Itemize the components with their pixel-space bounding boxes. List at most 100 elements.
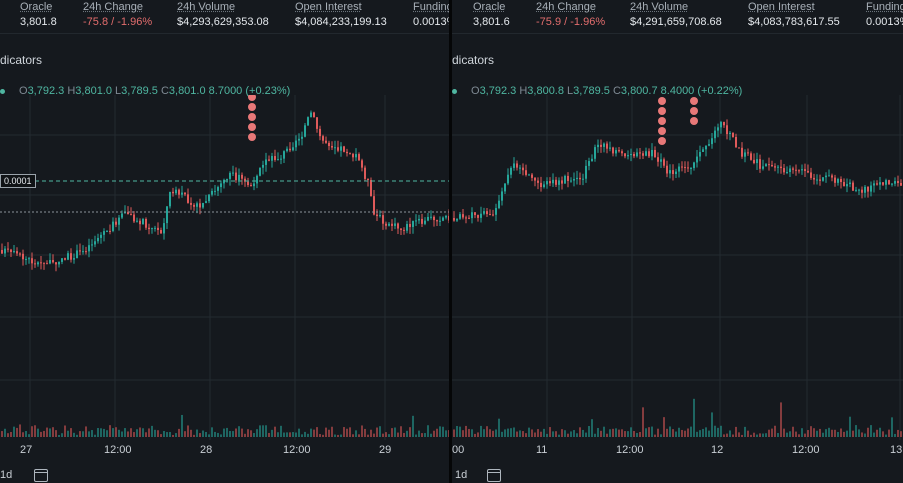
stat-oracle: Oracle 3,801.8 [20,0,57,30]
stat-label[interactable]: Open Interest [295,1,362,13]
candle-body [7,248,9,250]
calendar-icon[interactable] [487,469,501,482]
time-tick: 12:00 [283,444,311,456]
series-visibility-icon[interactable] [452,88,457,94]
candle-body [858,189,860,191]
candle-body [415,220,417,222]
volume-bar [412,415,414,437]
candle-body [870,185,872,192]
volume-bar [531,429,533,437]
time-tick: 12:00 [104,444,132,456]
volume-bar [585,432,587,437]
volume-bar [124,428,126,437]
volume-bar [7,433,9,437]
volume-bar [214,431,216,437]
volume-bar [507,428,509,437]
candle-body [25,258,27,260]
candle-body [846,184,848,187]
volume-bar [358,434,360,437]
candle-body [289,148,291,151]
candle-body [732,132,734,138]
candle-body [555,179,557,185]
trade-marker-icon [658,117,666,125]
stat-label[interactable]: Funding [413,1,450,13]
stat-label[interactable]: 24h Change [83,1,143,13]
stat-label[interactable]: Oracle [20,1,53,13]
volume-bar [597,427,599,437]
volume-bar [882,431,884,437]
volume-bar [810,426,812,437]
volume-bar [456,426,458,437]
candle-body [235,172,237,181]
indicators-button[interactable]: dicators [452,53,495,67]
stat-value: -75.8 / -1.96% [83,16,153,28]
stat-label[interactable]: Open Interest [748,1,815,13]
stat-label[interactable]: 24h Volume [177,1,236,13]
volume-bar [1,431,3,437]
volume-bar [888,429,890,437]
candle-body [178,189,180,195]
calendar-icon[interactable] [34,469,48,482]
stat-label[interactable]: Funding [866,1,903,13]
candle-body [822,177,824,181]
volume-bar [483,429,485,437]
volume-bar [633,431,635,437]
candle-body [474,212,476,216]
volume-bar [588,426,590,437]
candle-body [310,112,312,118]
candle-body [750,153,752,160]
volume-bar [10,431,12,437]
candle-body [717,127,719,131]
volume-bar [894,433,896,437]
volume-bar [666,428,668,437]
volume-bar [576,433,578,437]
candle-body [720,122,722,128]
volume-bar [265,425,267,437]
volume-bar [241,428,243,437]
series-visibility-icon[interactable] [0,88,5,94]
volume-bar [780,402,782,437]
volume-bar [777,433,779,437]
candle-body [238,174,240,181]
candle-body [64,258,66,260]
candle-body [735,137,737,148]
volume-bar [453,429,455,437]
candle-body [774,166,776,168]
candle-body [244,178,246,182]
candle-body [52,260,54,263]
candle-body [573,178,575,181]
trade-marker-icon [658,127,666,135]
timeframe-button[interactable]: 1d [455,469,468,481]
candle-body [576,177,578,179]
candle-body [675,171,677,175]
candle-body [645,151,647,156]
candle-body [418,218,420,221]
candlestick-chart[interactable] [452,95,903,440]
candle-body [678,166,680,172]
candle-body [100,234,102,238]
stat-label[interactable]: Oracle [473,1,506,13]
stat-label[interactable]: 24h Volume [630,1,689,13]
timeframe-button[interactable]: 1d [0,469,13,481]
candle-body [1,250,3,254]
volume-bar [295,432,297,437]
candle-body [106,230,108,232]
candle-body [265,159,267,165]
volume-bar [480,425,482,437]
candle-body [531,174,533,178]
candle-body [882,182,884,185]
candle-body [226,178,228,180]
time-axis: 27 12:00 28 12:00 29 [0,444,450,458]
stat-label[interactable]: 24h Change [536,1,596,13]
volume-bar [391,428,393,437]
candle-body [708,144,710,146]
volume-bar [355,430,357,437]
market-stats-bar: Oracle 3,801.6 24h Change -75.9 / -1.96%… [452,0,903,34]
indicators-button[interactable]: dicators [0,53,43,67]
candle-body [756,159,758,164]
candle-body [600,144,602,147]
candlestick-chart[interactable] [0,95,450,440]
volume-bar [516,431,518,437]
candle-body [726,125,728,135]
candle-body [94,241,96,245]
